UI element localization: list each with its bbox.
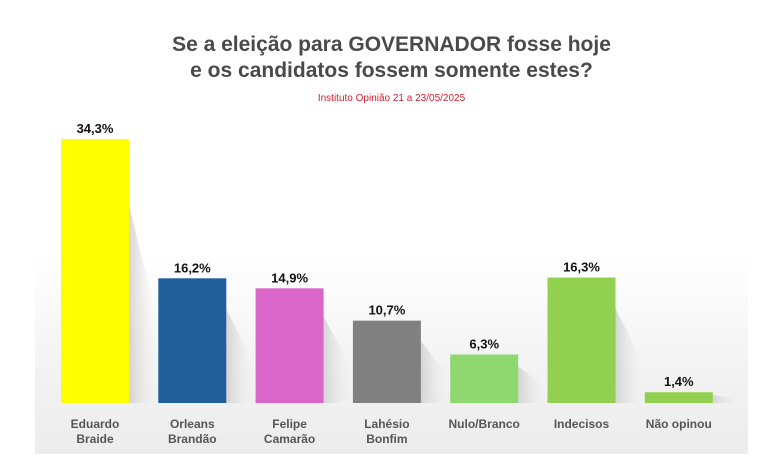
bar-4 — [352, 320, 421, 403]
category-label-3: Felipe Camarão — [264, 417, 315, 446]
bar-shadow — [712, 394, 739, 403]
bar-2 — [158, 278, 227, 403]
data-label-2: 16,2% — [174, 260, 211, 275]
data-label-5: 6,3% — [469, 337, 499, 352]
chart-subtitle: Instituto Opinião 21 a 23/05/2025 — [317, 93, 466, 104]
data-label-7: 1,4% — [664, 374, 694, 389]
bar-7 — [644, 392, 713, 403]
category-label-2: Orleans Brandão — [168, 417, 217, 446]
data-label-6: 16,3% — [563, 260, 600, 275]
bar-shadow — [226, 309, 253, 403]
bar-chart: 34,3% Eduardo Braide 16,2% Orleans Brandão 14,… — [61, 121, 739, 446]
bar-1 — [61, 139, 129, 403]
data-label-4: 10,7% — [368, 303, 405, 318]
chart-card: Se a eleição para GOVERNADOR fosse hoje … — [35, 14, 748, 454]
category-label-7: Não opinou — [646, 417, 712, 431]
bar-shadow — [518, 366, 545, 403]
bar-shadow — [129, 205, 155, 403]
category-label-4: Lahésio Bonfim — [364, 417, 409, 446]
bar-3 — [255, 288, 324, 403]
bar-shadow — [615, 308, 642, 403]
chart-title: Se a eleição para GOVERNADOR fosse hoje … — [172, 33, 611, 82]
category-label-6: Indecisos — [554, 417, 610, 431]
bar-shadow — [420, 341, 447, 403]
bar-shadow — [323, 316, 350, 403]
data-label-1: 34,3% — [77, 121, 114, 136]
category-label-1: Eduardo Braide — [71, 417, 120, 446]
bar-5 — [450, 354, 519, 403]
category-label-5: Nulo/Branco — [449, 417, 520, 431]
bar-6 — [547, 277, 616, 403]
data-label-3: 14,9% — [271, 270, 308, 285]
